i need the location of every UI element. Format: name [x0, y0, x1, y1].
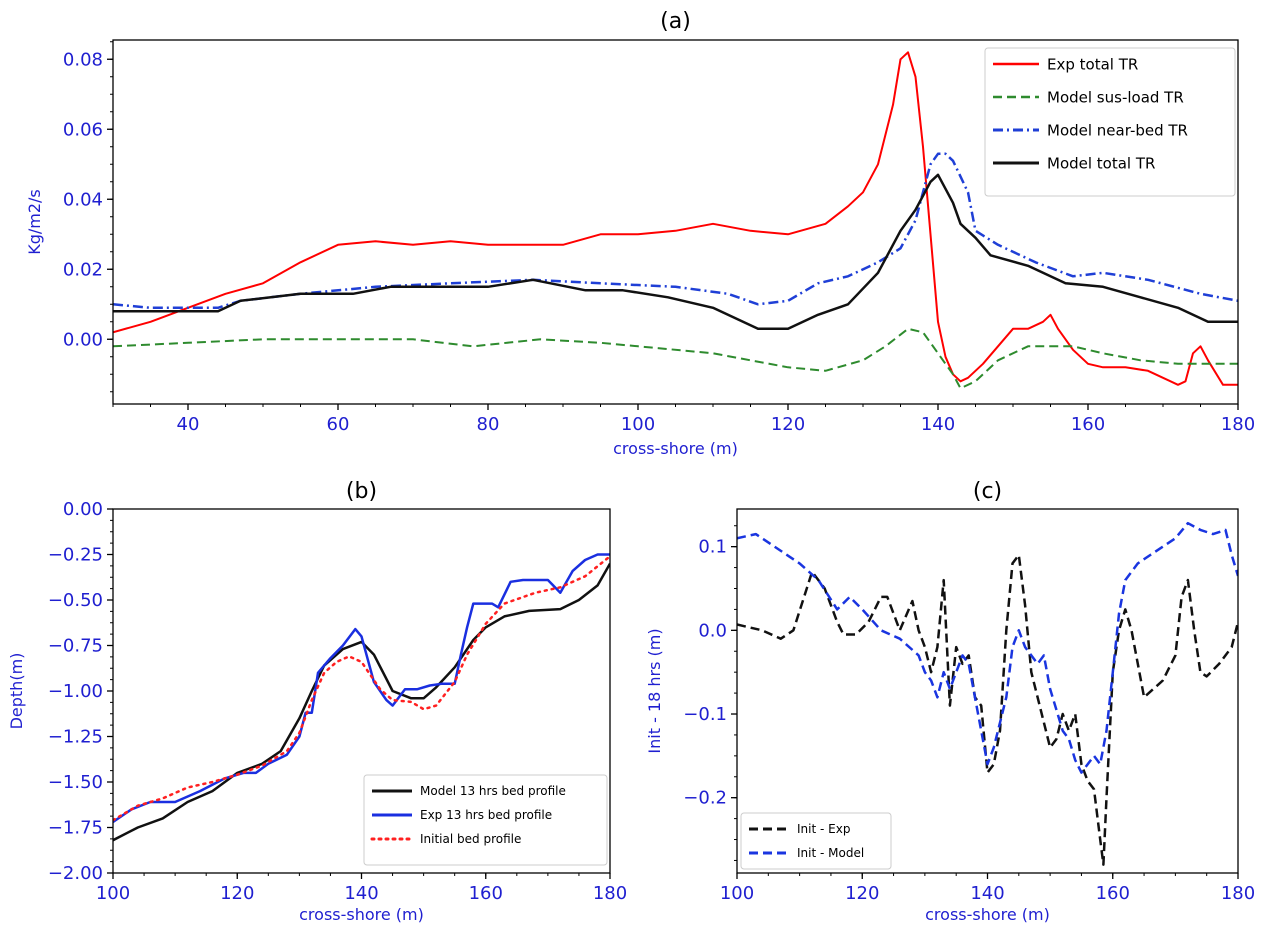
x-tick-label: 140	[970, 883, 1004, 904]
x-tick-label: 100	[621, 414, 655, 435]
series-line-0	[113, 51, 1238, 386]
legend: Model 13 hrs bed profile Exp 13 hrs bed p…	[363, 774, 608, 866]
x-tick-label: 120	[220, 883, 254, 904]
x-tick-label: 160	[1071, 414, 1105, 435]
panel-0: (a) 40 60 80 100 120 140 160 180 0.00 0.02 0.04 0.06…	[25, 9, 1255, 458]
x-tick-label: 160	[469, 883, 503, 904]
series-line-1	[113, 553, 610, 824]
legend-label: Init - Model	[797, 846, 864, 860]
legend-box	[740, 812, 892, 870]
y-tick-label: −0.75	[48, 636, 103, 657]
x-tick-label: 100	[720, 883, 754, 904]
y-tick-label: −0.25	[48, 545, 103, 566]
y-tick-label: −1.00	[48, 681, 103, 702]
x-tick-label: 140	[344, 883, 378, 904]
legend-label: Model sus-load TR	[1047, 88, 1184, 106]
legend-label: Exp total TR	[1047, 55, 1138, 73]
panel-title: (a)	[660, 9, 691, 34]
panel-title: (b)	[346, 479, 377, 504]
x-tick-label: 80	[477, 414, 500, 435]
y-axis-label: Depth(m)	[7, 653, 26, 730]
x-tick-label: 180	[593, 883, 627, 904]
y-tick-label: 0.02	[63, 259, 103, 280]
y-tick-label: −0.2	[683, 788, 727, 809]
x-tick-label: 180	[1221, 883, 1255, 904]
y-tick-label: −1.50	[48, 772, 103, 793]
y-axis-label: Init - 18 hrs (m)	[645, 628, 664, 753]
x-axis-label: cross-shore (m)	[925, 905, 1050, 924]
x-tick-label: 160	[1096, 883, 1130, 904]
y-tick-label: 0.0	[698, 620, 727, 641]
legend-label: Init - Exp	[797, 822, 850, 836]
x-tick-label: 40	[177, 414, 200, 435]
series-line-0	[113, 562, 610, 842]
y-tick-label: −0.1	[683, 704, 727, 725]
x-tick-label: 100	[96, 883, 130, 904]
y-tick-label: 0.00	[63, 499, 103, 520]
x-axis-label: cross-shore (m)	[299, 905, 424, 924]
panel-title: (c)	[973, 479, 1002, 504]
y-tick-label: 0.00	[63, 329, 103, 350]
series-line-1	[113, 327, 1238, 390]
y-tick-label: −2.00	[48, 863, 103, 884]
series-line-0	[737, 553, 1238, 866]
y-tick-label: 0.08	[63, 49, 103, 70]
x-tick-label: 120	[845, 883, 879, 904]
panel-2: (c) 100 120 140 160 180 0.1 0.0 −0.1 −0.2 cross-sh…	[645, 479, 1255, 924]
legend-label: Model total TR	[1047, 154, 1155, 172]
series-line-1	[737, 521, 1238, 774]
legend-label: Model 13 hrs bed profile	[420, 784, 566, 798]
legend-label: Exp 13 hrs bed profile	[420, 808, 552, 822]
y-tick-label: 0.04	[63, 189, 103, 210]
series-line-3	[113, 173, 1238, 331]
y-tick-label: 0.06	[63, 119, 103, 140]
series-line-2	[113, 152, 1238, 310]
y-tick-label: −1.25	[48, 727, 103, 748]
legend-box	[984, 47, 1236, 197]
legend-label: Model near-bed TR	[1047, 121, 1188, 139]
y-axis-label: Kg/m2/s	[25, 189, 44, 255]
y-tick-label: −1.75	[48, 818, 103, 839]
x-tick-label: 180	[1221, 414, 1255, 435]
legend-box	[363, 774, 608, 866]
legend-label: Initial bed profile	[420, 832, 521, 846]
x-tick-label: 60	[327, 414, 350, 435]
y-tick-label: −0.50	[48, 590, 103, 611]
y-tick-label: 0.1	[698, 537, 727, 558]
x-tick-label: 140	[921, 414, 955, 435]
panel-1: (b) 100 120 140 160 180 0.00 −0.25 −0.50 −0.75 −1.…	[7, 479, 627, 924]
x-tick-label: 120	[771, 414, 805, 435]
legend: Init - Exp Init - Model	[740, 812, 892, 870]
x-axis-label: cross-shore (m)	[613, 439, 738, 458]
legend: Exp total TR Model sus-load TR Model near-…	[984, 47, 1236, 197]
